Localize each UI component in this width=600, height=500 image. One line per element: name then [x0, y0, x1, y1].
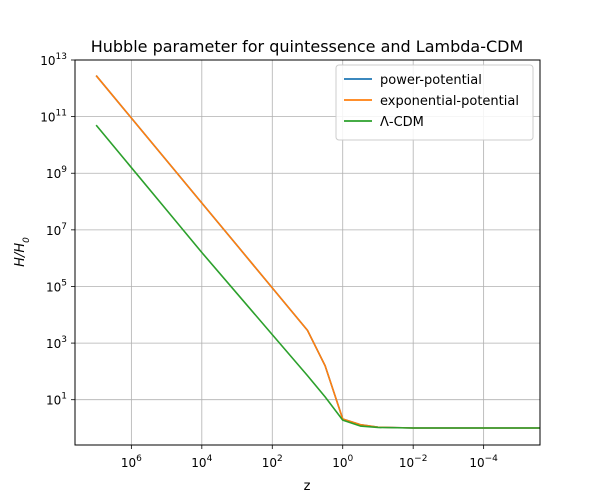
chart-title: Hubble parameter for quintessence and La…: [91, 37, 524, 56]
y-tick-label: 105: [46, 278, 67, 294]
legend: power-potential exponential-potential Λ-CD…: [335, 64, 534, 141]
legend-label: power-potential: [380, 73, 482, 88]
y-axis-ticks: 101 103 105 107 109 1011 1013: [40, 52, 75, 408]
y-tick-label: 109: [46, 165, 67, 181]
plot-area: [95, 75, 540, 429]
y-tick-label: 1013: [40, 52, 67, 68]
legend-box: [335, 64, 534, 141]
x-tick-label: 10−4: [469, 454, 498, 470]
y-tick-label: 1011: [40, 109, 67, 125]
x-axis-label: z: [304, 479, 311, 494]
x-axis-ticks: 106 104 102 100 10−2 10−4: [121, 445, 498, 470]
x-tick-label: 106: [121, 454, 142, 470]
plot-frame: [74, 59, 541, 446]
x-tick-label: 104: [191, 454, 212, 470]
y-tick-label: 101: [46, 392, 67, 408]
x-tick-label: 10−2: [399, 454, 428, 470]
y-tick-label: 103: [46, 335, 67, 351]
x-tick-label: 100: [332, 454, 353, 470]
x-tick-label: 102: [262, 454, 283, 470]
y-axis-label: H/H0: [13, 237, 32, 267]
legend-label: Λ-CDM: [380, 115, 424, 130]
legend-label: exponential-potential: [380, 94, 519, 109]
y-tick-label: 107: [46, 222, 67, 238]
series-line-2: [95, 124, 540, 429]
